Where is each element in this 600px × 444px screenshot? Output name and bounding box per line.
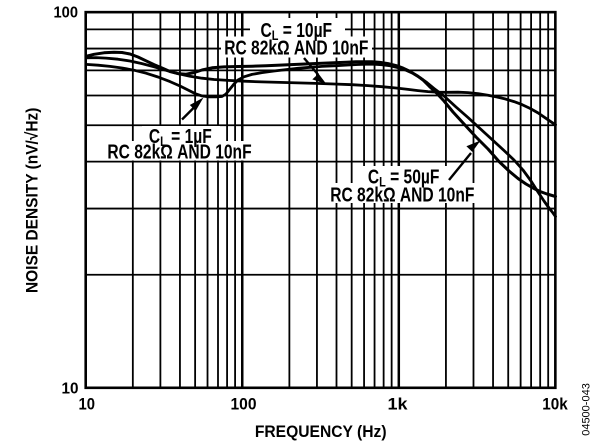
svg-text:RC 82kΩ AND 10nF: RC 82kΩ AND 10nF [107,141,251,163]
svg-text:RC 82kΩ AND 10nF: RC 82kΩ AND 10nF [224,37,368,59]
svg-text:CL = 1µF: CL = 1µF [149,125,212,149]
svg-text:RC 82kΩ AND 10nF: RC 82kΩ AND 10nF [330,183,474,205]
svg-text:10: 10 [79,395,96,414]
svg-text:100: 100 [231,395,257,414]
svg-text:FREQUENCY (Hz): FREQUENCY (Hz) [255,422,387,441]
svg-text:04500-043: 04500-043 [581,383,593,436]
svg-text:NOISE DENSITY (nV/√Hz): NOISE DENSITY (nV/√Hz) [23,108,42,293]
svg-text:100: 100 [54,5,79,22]
svg-text:10: 10 [62,380,79,397]
svg-text:10k: 10k [542,395,568,414]
svg-text:1k: 1k [388,395,409,414]
